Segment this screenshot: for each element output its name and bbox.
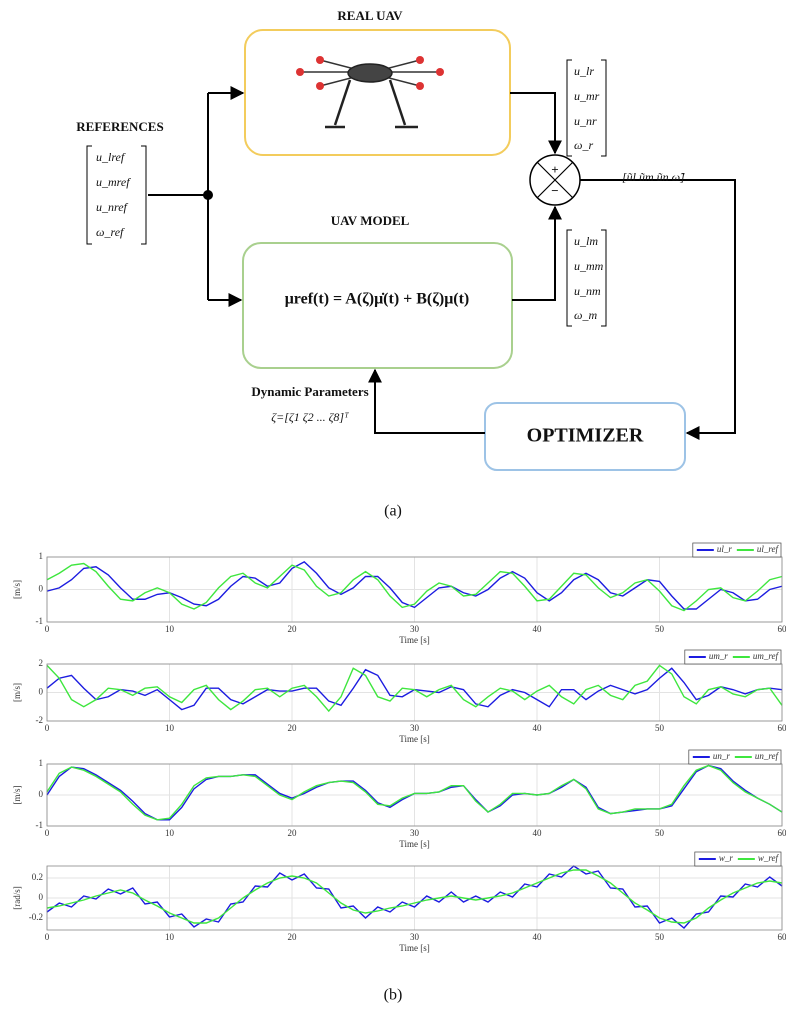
y-tick-label: 0 [39, 687, 44, 697]
y-tick-label: 2 [39, 658, 44, 668]
sum-minus: − [551, 183, 558, 198]
y-tick-label: -0.2 [29, 912, 43, 922]
y-axis-label: [m/s] [12, 785, 22, 804]
x-tick-label: 0 [45, 932, 50, 942]
legend-label: ul_r [717, 544, 733, 554]
x-tick-label: 50 [655, 828, 665, 838]
vector-entry: ω_ref [96, 225, 125, 239]
x-tick-label: 40 [533, 723, 543, 733]
x-axis-label: Time [s] [399, 635, 429, 645]
x-tick-label: 50 [655, 624, 665, 634]
references-title: REFERENCES [76, 119, 163, 134]
vector-entry: u_nref [96, 200, 129, 214]
x-tick-label: 40 [533, 828, 543, 838]
x-tick-label: 50 [655, 723, 665, 733]
legend-label: un_r [713, 751, 731, 761]
y-tick-label: 0.2 [32, 872, 43, 882]
caption: (a) [384, 503, 402, 520]
x-tick-label: 20 [288, 932, 298, 942]
arrow [375, 370, 485, 433]
junction [204, 191, 212, 199]
x-tick-label: 20 [288, 723, 298, 733]
x-tick-label: 30 [410, 932, 420, 942]
x-tick-label: 10 [165, 932, 175, 942]
x-tick-label: 10 [165, 624, 175, 634]
vector-entry: u_nm [574, 284, 601, 298]
x-tick-label: 60 [778, 828, 786, 838]
page: REAL UAV REFERENCES u_lref u_mref u_nref… [0, 0, 786, 1011]
y-axis-label: [m/s] [12, 683, 22, 702]
vector-entry: ω_r [574, 138, 593, 152]
arrow [580, 180, 735, 433]
vector-entry: u_mr [574, 89, 600, 103]
vector-entry: u_mm [574, 259, 604, 273]
y-axis-label: [rad/s] [12, 886, 22, 910]
legend-label: w_r [719, 853, 734, 863]
x-tick-label: 60 [778, 932, 786, 942]
model-equation: μref(t) = A(ζ)μ̇(t) + B(ζ)μ(t) [285, 291, 470, 308]
x-axis-label: Time [s] [399, 839, 429, 849]
y-tick-label: 0 [39, 892, 44, 902]
x-tick-label: 10 [165, 828, 175, 838]
y-tick-label: -2 [36, 715, 44, 725]
legend-label: um_r [709, 651, 728, 661]
diagram [87, 30, 735, 470]
x-tick-label: 60 [778, 624, 786, 634]
y-tick-label: 1 [39, 551, 44, 561]
optimizer-label: OPTIMIZER [527, 425, 644, 447]
legend-label: un_ref [755, 751, 780, 761]
arrow [510, 93, 555, 153]
drone-icon [296, 56, 444, 127]
vector-entry: u_nr [574, 114, 597, 128]
real-uav-box [245, 30, 510, 155]
caption: (b) [384, 987, 403, 1004]
x-tick-label: 0 [45, 828, 50, 838]
x-tick-label: 40 [533, 624, 543, 634]
x-tick-label: 20 [288, 828, 298, 838]
figure: REAL UAV REFERENCES u_lref u_mref u_nref… [0, 0, 786, 1011]
y-tick-label: -1 [36, 820, 44, 830]
legend-label: w_ref [758, 853, 780, 863]
sum-plus: + [551, 162, 558, 177]
x-tick-label: 0 [45, 723, 50, 733]
x-tick-label: 30 [410, 828, 420, 838]
parameters-vector: ζ=[ζ1 ζ2 ... ζ8]ᵀ [271, 410, 349, 424]
x-tick-label: 60 [778, 723, 786, 733]
legend-label: ul_ref [757, 544, 780, 554]
y-tick-label: 0 [39, 584, 44, 594]
x-tick-label: 40 [533, 932, 543, 942]
x-tick-label: 30 [410, 723, 420, 733]
vector-entry: ω_m [574, 308, 597, 322]
legend-label: um_ref [753, 651, 780, 661]
x-tick-label: 0 [45, 624, 50, 634]
vector-entry: u_lref [96, 150, 126, 164]
x-tick-label: 20 [288, 624, 298, 634]
parameters-title: Dynamic Parameters [251, 384, 368, 399]
x-tick-label: 10 [165, 723, 175, 733]
vector-entry: u_lr [574, 64, 594, 78]
real-uav-title: REAL UAV [337, 8, 403, 23]
vector-entry: u_mref [96, 175, 131, 189]
x-tick-label: 50 [655, 932, 665, 942]
arrow [512, 207, 555, 300]
y-tick-label: 0 [39, 789, 44, 799]
y-axis-label: [m/s] [12, 580, 22, 599]
x-axis-label: Time [s] [399, 734, 429, 744]
vector-entry: u_lm [574, 234, 598, 248]
model-title: UAV MODEL [331, 213, 410, 228]
x-tick-label: 30 [410, 624, 420, 634]
y-tick-label: -1 [36, 616, 44, 626]
x-axis-label: Time [s] [399, 943, 429, 953]
y-tick-label: 1 [39, 758, 44, 768]
error-vector: [ũl ũm ũn ω̃] [622, 170, 685, 184]
